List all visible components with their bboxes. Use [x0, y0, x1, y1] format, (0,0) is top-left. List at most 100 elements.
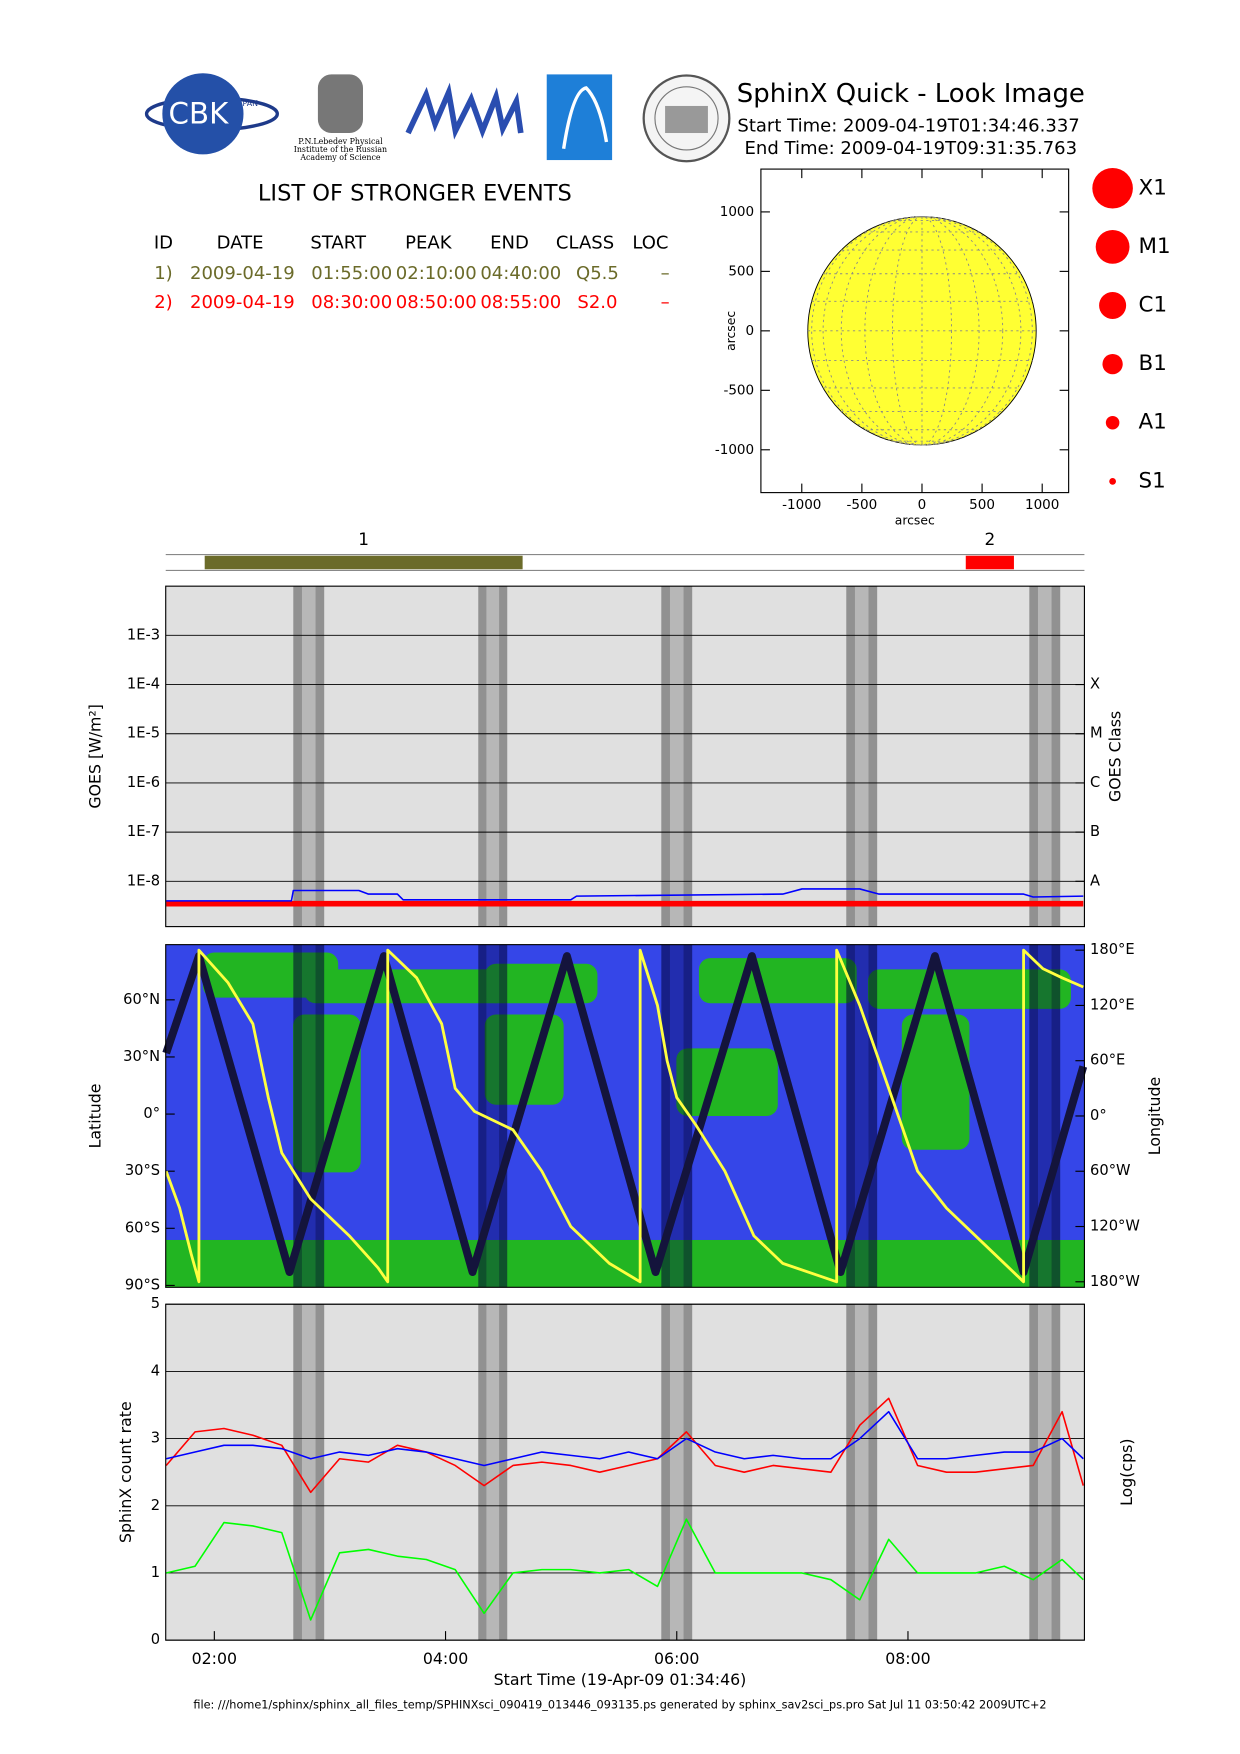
table-cell: S2.0 [577, 292, 617, 313]
footer: file: ///home1/sphinx/sphinx_all_files_t… [193, 1699, 1046, 1712]
eclipse-band-edge [315, 586, 325, 927]
header-start-time: Start Time: 2009-04-19T01:34:46.337 [737, 115, 1079, 136]
y2-tick-label: B [1090, 823, 1100, 840]
plot-frame [165, 944, 1085, 1288]
eclipse-band-edge [846, 944, 855, 1288]
table-cell: 2) [154, 292, 173, 313]
legend-label: B1 [1139, 351, 1167, 376]
legend-label: A1 [1139, 410, 1167, 435]
eclipse-band-edge [293, 944, 302, 1288]
eclipse-band-edge [683, 1304, 693, 1641]
y-axis-label: Latitude [85, 1084, 104, 1149]
table-cell: 04:40:00 [480, 263, 561, 284]
y-axis-label: SphinX count rate [116, 1401, 135, 1543]
y-tick-label: 1 [151, 1564, 160, 1581]
x-tick-label: 0 [918, 497, 927, 513]
event-label: 1 [358, 529, 369, 549]
y2-tick-label: 180°E [1090, 941, 1135, 958]
header-title: SphinX Quick - Look Image [737, 79, 1085, 109]
y-tick-label: 30°S [125, 1162, 160, 1179]
map-land [698, 958, 857, 1004]
eclipse-band-edge [868, 586, 878, 927]
logo-cbk-text: CBK [169, 96, 230, 130]
eclipse-band-edge [1029, 944, 1038, 1288]
eclipse-band-edge [846, 586, 855, 927]
table-cell: 08:50:00 [396, 292, 477, 313]
logo-lebedev-text: Institute of the Russian [294, 145, 387, 154]
eclipse-band-edge [293, 586, 302, 927]
x-tick-label: 1000 [1025, 497, 1059, 513]
x-tick-label: -1000 [782, 497, 821, 513]
y2-tick-label: 120°W [1090, 1218, 1140, 1235]
logo-portrait [317, 74, 363, 134]
eclipse-band-edge [868, 1304, 878, 1641]
y-tick-label: 1000 [720, 204, 754, 220]
y2-tick-label: 180°W [1090, 1273, 1140, 1290]
x-tick-label: 500 [969, 497, 995, 513]
table-cell: 2009-04-19 [190, 292, 295, 313]
eclipse-band-edge [315, 1304, 325, 1641]
map-land [676, 1048, 778, 1116]
y-tick-label: 1E-5 [127, 725, 160, 742]
logos: CBK PAN P.N.Lebedev Physical Institute o… [144, 73, 731, 163]
y-tick-label: 3 [151, 1430, 160, 1447]
table-cell: Q5.5 [576, 263, 619, 284]
latitude-track [162, 952, 1088, 1277]
eclipse-band-edge [1051, 944, 1061, 1288]
y2-tick-label: A [1090, 872, 1100, 889]
event-label: 2 [984, 529, 995, 549]
header-end-time: End Time: 2009-04-19T09:31:35.763 [745, 138, 1078, 159]
legend-label: M1 [1139, 234, 1171, 259]
y-axis-label: arcsec [723, 311, 738, 351]
plot-frame [165, 1303, 1085, 1641]
legend-marker [1099, 291, 1127, 320]
y2-tick-label: C [1090, 774, 1100, 791]
eclipse-band-edge [683, 944, 693, 1288]
table-cell: 08:55:00 [480, 292, 561, 313]
y-tick-label: 90°S [125, 1276, 160, 1293]
eclipse-band-edge [499, 586, 508, 927]
y-tick-label: -1000 [715, 442, 754, 458]
y-tick-label: 0° [143, 1105, 160, 1122]
x-tick-label: 02:00 [192, 1649, 237, 1668]
y-tick-label: 1E-6 [127, 774, 160, 791]
x-tick-label: -500 [847, 497, 878, 513]
logo-lebedev-text: P.N.Lebedev Physical [298, 137, 383, 146]
y-tick-label: 60°N [123, 991, 160, 1008]
table-header: PEAK [405, 232, 453, 253]
y-tick-label: 30°N [123, 1048, 160, 1065]
y2-tick-label: 120°E [1090, 996, 1135, 1013]
longitude-line [164, 948, 1084, 1284]
table-header: START [310, 232, 367, 253]
eclipse-band-edge [1029, 586, 1038, 927]
table-cell: – [661, 263, 670, 284]
y-tick-label: 0 [746, 323, 755, 339]
y-axis-label: GOES [W/m²] [85, 704, 104, 809]
eclipse-band-edge [1051, 1304, 1061, 1641]
x-tick-label: 06:00 [654, 1649, 699, 1668]
eclipse-band-edge [868, 944, 878, 1288]
legend-marker [1105, 415, 1120, 430]
y2-tick-label: 0° [1090, 1107, 1107, 1124]
table-cell: 08:30:00 [311, 292, 392, 313]
eclipse-band-edge [499, 944, 508, 1288]
y-tick-label: 2 [151, 1497, 160, 1514]
eclipse-band-edge [846, 1304, 855, 1641]
y2-axis-label: GOES Class [1105, 711, 1124, 802]
y-tick-label: 60°S [125, 1219, 160, 1236]
event-bar [965, 555, 1014, 570]
table-cell: 2009-04-19 [190, 263, 295, 284]
legend-label: S1 [1139, 468, 1166, 493]
table-cell: 1) [154, 263, 173, 284]
logo-pan-text: PAN [242, 99, 258, 108]
y-tick-label: 5 [151, 1295, 160, 1312]
x-tick-label: 08:00 [885, 1649, 930, 1668]
eclipse-band-edge [661, 944, 670, 1288]
y-tick-label: 1E-8 [127, 872, 160, 889]
table-cell: 01:55:00 [311, 263, 392, 284]
y2-axis-label: Log(cps) [1117, 1439, 1136, 1506]
map-land [293, 1014, 361, 1173]
x-axis-label: Start Time (19-Apr-09 01:34:46) [494, 1670, 747, 1689]
y2-tick-label: X [1090, 676, 1100, 693]
map-land [304, 969, 508, 1004]
